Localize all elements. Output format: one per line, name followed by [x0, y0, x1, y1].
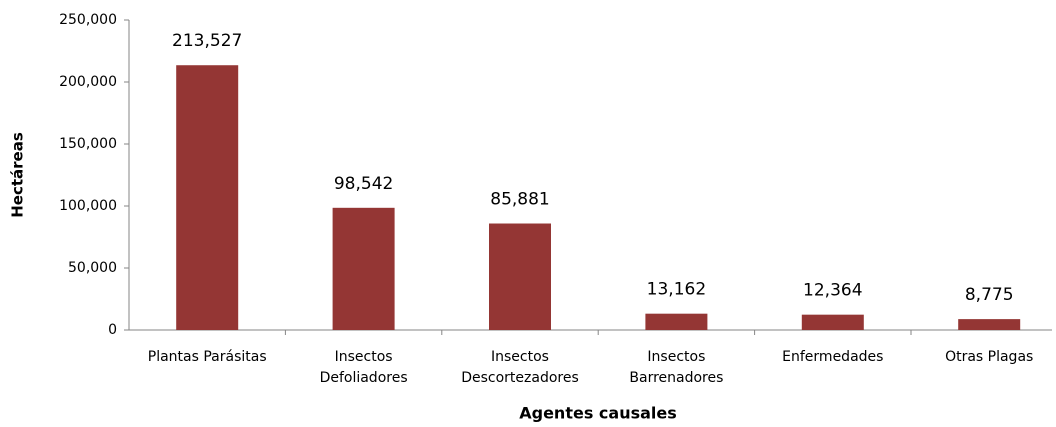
x-tick-label: Otras Plagas	[945, 349, 1033, 365]
x-tick-label: Enfermedades	[782, 349, 883, 365]
value-label: 8,775	[965, 285, 1014, 305]
x-tick-label: Insectos Barrenadores	[629, 349, 723, 386]
y-tick-label: 0	[108, 322, 117, 338]
y-tick-label: 100,000	[59, 198, 117, 214]
y-tick-label: 150,000	[59, 136, 117, 152]
y-tick-label: 250,000	[59, 12, 117, 28]
x-tick-label: Insectos Descortezadores	[461, 349, 579, 386]
value-label: 213,527	[172, 31, 242, 51]
x-tick-label: Plantas Parásitas	[148, 349, 267, 365]
value-label: 98,542	[334, 174, 393, 194]
value-label: 12,364	[803, 281, 862, 301]
bar	[489, 223, 551, 330]
bar	[958, 319, 1021, 330]
bar	[176, 65, 239, 331]
y-axis-title: Hectáreas	[9, 132, 27, 218]
x-tick-label: Insectos Defoliadores	[320, 349, 408, 386]
value-label: 85,881	[490, 190, 549, 210]
x-axis-title: Agentes causales	[519, 404, 677, 423]
y-tick-label: 50,000	[68, 260, 117, 276]
value-label: 13,162	[647, 280, 706, 300]
y-tick-label: 200,000	[59, 74, 117, 90]
bar	[332, 207, 395, 330]
bar	[645, 313, 708, 330]
bar	[801, 314, 864, 330]
